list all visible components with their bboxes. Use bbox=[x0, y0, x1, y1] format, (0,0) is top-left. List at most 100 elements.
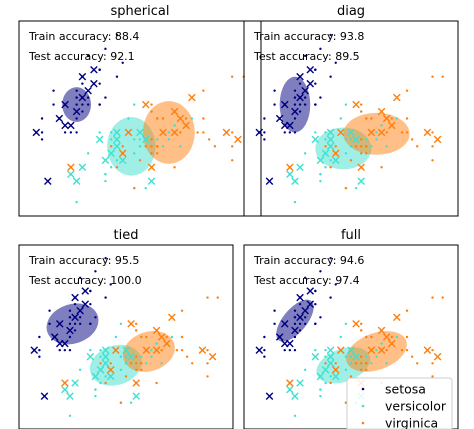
train-point-setosa bbox=[263, 131, 266, 134]
train-point-setosa bbox=[329, 75, 332, 78]
train-point-versicolor bbox=[86, 152, 90, 155]
test-point-setosa bbox=[280, 320, 289, 328]
train-point-virginica bbox=[431, 145, 434, 148]
train-point-setosa bbox=[78, 276, 82, 280]
train-point-setosa bbox=[104, 256, 107, 260]
test-point-setosa bbox=[291, 107, 299, 116]
axes-frame bbox=[18, 244, 234, 429]
train-point-versicolor bbox=[324, 166, 327, 169]
train-point-virginica bbox=[230, 75, 234, 78]
train-point-virginica bbox=[180, 348, 184, 352]
test-point-versicolor bbox=[67, 170, 75, 179]
train-point-versicolor bbox=[324, 138, 327, 141]
train-point-versicolor bbox=[104, 173, 107, 176]
test-point-setosa bbox=[291, 326, 299, 335]
train-point-setosa bbox=[115, 33, 119, 37]
train-point-setosa bbox=[73, 329, 77, 332]
train-point-versicolor bbox=[94, 394, 97, 398]
test-point-versicolor bbox=[331, 156, 340, 165]
test-point-versicolor bbox=[326, 352, 335, 361]
train-point-virginica bbox=[160, 348, 163, 352]
train-point-setosa bbox=[52, 103, 55, 106]
test-point-virginica bbox=[132, 379, 140, 387]
plot-area bbox=[255, 256, 444, 418]
train-point-versicolor bbox=[145, 362, 148, 365]
train-point-virginica bbox=[202, 89, 205, 92]
train-point-virginica bbox=[180, 309, 184, 312]
train-point-versicolor bbox=[329, 375, 332, 378]
train-point-setosa bbox=[89, 302, 92, 306]
subplot-title: full bbox=[341, 228, 361, 243]
train-point-versicolor bbox=[380, 124, 383, 127]
legend-label-virginica: virginica bbox=[385, 416, 438, 429]
train-point-setosa bbox=[75, 117, 78, 120]
subplot-title: diag bbox=[337, 4, 365, 19]
train-point-versicolor bbox=[349, 138, 353, 141]
train-point-versicolor bbox=[161, 145, 165, 148]
test-point-virginica bbox=[124, 128, 133, 137]
test-point-setosa bbox=[265, 392, 274, 400]
train-point-versicolor bbox=[329, 159, 332, 162]
test-point-virginica bbox=[382, 114, 391, 123]
test-point-virginica bbox=[170, 107, 179, 116]
train-point-setosa bbox=[293, 103, 297, 106]
test-point-setosa bbox=[32, 128, 41, 137]
train-point-versicolor bbox=[98, 131, 101, 134]
train-accuracy-label: Train accuracy: 94.6 bbox=[253, 254, 364, 267]
train-point-setosa bbox=[68, 348, 72, 352]
subplot-title: tied bbox=[114, 228, 139, 243]
train-point-versicolor bbox=[303, 368, 307, 372]
test-point-virginica bbox=[352, 320, 360, 328]
train-point-versicolor bbox=[324, 381, 327, 385]
train-point-setosa bbox=[293, 117, 297, 120]
subplot-full: full Train accuracy: 94.6 Test accuracy: 9… bbox=[243, 228, 459, 429]
plot-area bbox=[32, 33, 245, 204]
train-point-virginica bbox=[349, 375, 353, 378]
train-point-versicolor bbox=[89, 348, 92, 352]
train-point-setosa bbox=[73, 322, 77, 326]
train-point-versicolor bbox=[140, 355, 143, 358]
train-point-versicolor bbox=[75, 200, 78, 204]
test-point-virginica bbox=[141, 100, 150, 109]
test-accuracy-label: Test accuracy: 97.4 bbox=[253, 274, 360, 287]
test-point-setosa bbox=[78, 93, 87, 102]
train-point-setosa bbox=[288, 131, 292, 134]
train-point-setosa bbox=[303, 96, 307, 99]
train-point-virginica bbox=[405, 117, 409, 120]
train-point-setosa bbox=[81, 82, 84, 85]
ellipse-virginica bbox=[123, 330, 175, 372]
legend-marker-setosa bbox=[361, 387, 365, 391]
train-point-versicolor bbox=[150, 355, 153, 358]
train-point-setosa bbox=[98, 103, 101, 106]
train-point-setosa bbox=[40, 131, 44, 134]
test-point-versicolor bbox=[113, 128, 121, 137]
test-point-virginica bbox=[337, 346, 345, 354]
test-point-virginica bbox=[147, 163, 156, 172]
train-point-virginica bbox=[216, 296, 219, 299]
train-point-setosa bbox=[40, 138, 44, 141]
train-point-versicolor bbox=[109, 166, 113, 169]
train-point-versicolor bbox=[314, 348, 317, 352]
train-point-virginica bbox=[175, 348, 179, 352]
train-point-setosa bbox=[263, 138, 266, 141]
train-point-versicolor bbox=[129, 401, 133, 404]
train-point-versicolor bbox=[293, 200, 297, 204]
test-point-virginica bbox=[127, 320, 135, 328]
train-point-versicolor bbox=[339, 335, 343, 339]
train-point-versicolor bbox=[167, 138, 171, 141]
train-point-versicolor bbox=[375, 355, 378, 358]
train-point-virginica bbox=[405, 89, 409, 92]
train-point-virginica bbox=[115, 166, 119, 169]
test-accuracy-label: Test accuracy: 100.0 bbox=[28, 274, 142, 287]
test-point-versicolor bbox=[326, 346, 335, 354]
train-point-setosa bbox=[293, 309, 297, 312]
train-point-virginica bbox=[359, 368, 363, 372]
train-point-virginica bbox=[359, 145, 363, 148]
test-point-versicolor bbox=[61, 385, 69, 394]
test-point-setosa bbox=[72, 107, 81, 116]
train-point-versicolor bbox=[124, 362, 128, 365]
train-point-setosa bbox=[89, 289, 92, 293]
subplot-tied: tied Train accuracy: 95.5 Test accuracy: 1… bbox=[18, 228, 234, 429]
test-point-setosa bbox=[90, 79, 98, 88]
